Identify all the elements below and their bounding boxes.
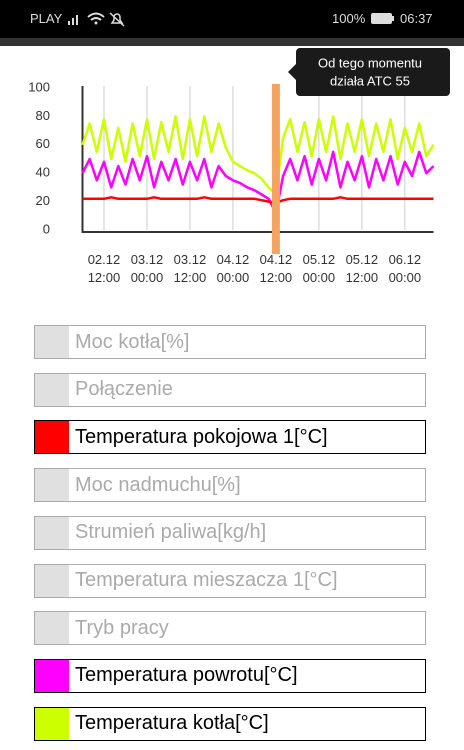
x-tick-label: 06.12 00:00 bbox=[388, 252, 422, 285]
legend-swatch bbox=[35, 326, 69, 358]
x-tick-label: 04.12 12:00 bbox=[259, 252, 293, 285]
y-tick-label: 40 bbox=[36, 165, 50, 180]
x-tick-label: 05.12 00:00 bbox=[302, 252, 336, 285]
toolbar-strip bbox=[0, 38, 464, 46]
x-tick-label: 05.12 12:00 bbox=[345, 252, 379, 285]
legend-label: Moc kotła[%] bbox=[75, 330, 190, 353]
y-tick-label: 20 bbox=[36, 193, 50, 208]
series-line bbox=[81, 115, 435, 196]
legend-label: Temperatura kotła[°C] bbox=[75, 712, 269, 735]
legend-item[interactable]: Połączenie bbox=[34, 372, 426, 407]
annotation-marker bbox=[271, 84, 280, 254]
legend-label: Temperatura pokojowa 1[°C] bbox=[75, 425, 328, 448]
clock: 06:37 bbox=[400, 11, 433, 26]
legend-item[interactable]: Temperatura powrotu[°C] bbox=[34, 658, 426, 693]
legend-item[interactable]: Tryb pracy bbox=[34, 611, 426, 646]
x-tick-label: 03.12 00:00 bbox=[130, 252, 164, 285]
legend-swatch bbox=[35, 659, 69, 692]
y-tick-label: 80 bbox=[36, 108, 50, 123]
series-line bbox=[82, 196, 434, 205]
legend-item[interactable]: Temperatura mieszacza 1[°C] bbox=[34, 563, 426, 598]
legend-swatch bbox=[35, 516, 69, 549]
status-icons bbox=[68, 12, 125, 27]
legend-item[interactable]: Moc nadmuchu[%] bbox=[34, 468, 426, 503]
chart: 0 20 40 60 80 100 Od tego momentu działa ATC 55 bbox=[28, 48, 450, 254]
legend-swatch bbox=[35, 421, 69, 454]
legend-item[interactable]: Temperatura pokojowa 1[°C] bbox=[34, 420, 426, 455]
legend-label: Temperatura mieszacza 1[°C] bbox=[75, 569, 338, 591]
legend-label: Temperatura powrotu[°C] bbox=[75, 664, 298, 687]
legend-label: Strumień paliwa[kg/h] bbox=[75, 521, 267, 544]
annotation-bubble bbox=[288, 48, 450, 96]
series-line bbox=[81, 150, 435, 215]
y-tick-label: 100 bbox=[28, 79, 50, 94]
y-tick-label: 60 bbox=[36, 136, 50, 151]
status-bar: PLAY 100% 06:37 bbox=[0, 0, 464, 38]
battery-level: 100% bbox=[332, 11, 366, 26]
legend-swatch bbox=[35, 612, 69, 645]
legend-label: Moc nadmuchu[%] bbox=[75, 473, 241, 496]
legend-swatch bbox=[35, 707, 69, 740]
annotation-text: działa ATC 55 bbox=[330, 73, 410, 88]
legend-swatch bbox=[35, 373, 69, 406]
annotation-text: Od tego momentu bbox=[318, 55, 422, 70]
legend-label: Połączenie bbox=[75, 378, 173, 401]
legend-item[interactable]: Strumień paliwa[kg/h] bbox=[34, 515, 426, 550]
legend-swatch bbox=[35, 564, 69, 597]
carrier: PLAY bbox=[30, 11, 63, 26]
x-tick-label: 02.12 12:00 bbox=[87, 252, 121, 285]
x-tick-label: 04.12 00:00 bbox=[216, 252, 250, 285]
legend-label: Tryb pracy bbox=[75, 616, 169, 639]
legend-item[interactable]: Temperatura kotła[°C] bbox=[34, 706, 426, 741]
x-tick-label: 03.12 12:00 bbox=[173, 252, 207, 285]
battery-icon bbox=[371, 13, 394, 24]
y-tick-label: 0 bbox=[43, 221, 50, 236]
legend-swatch bbox=[35, 469, 69, 502]
legend-item[interactable]: Moc kotła[%] bbox=[34, 325, 426, 359]
